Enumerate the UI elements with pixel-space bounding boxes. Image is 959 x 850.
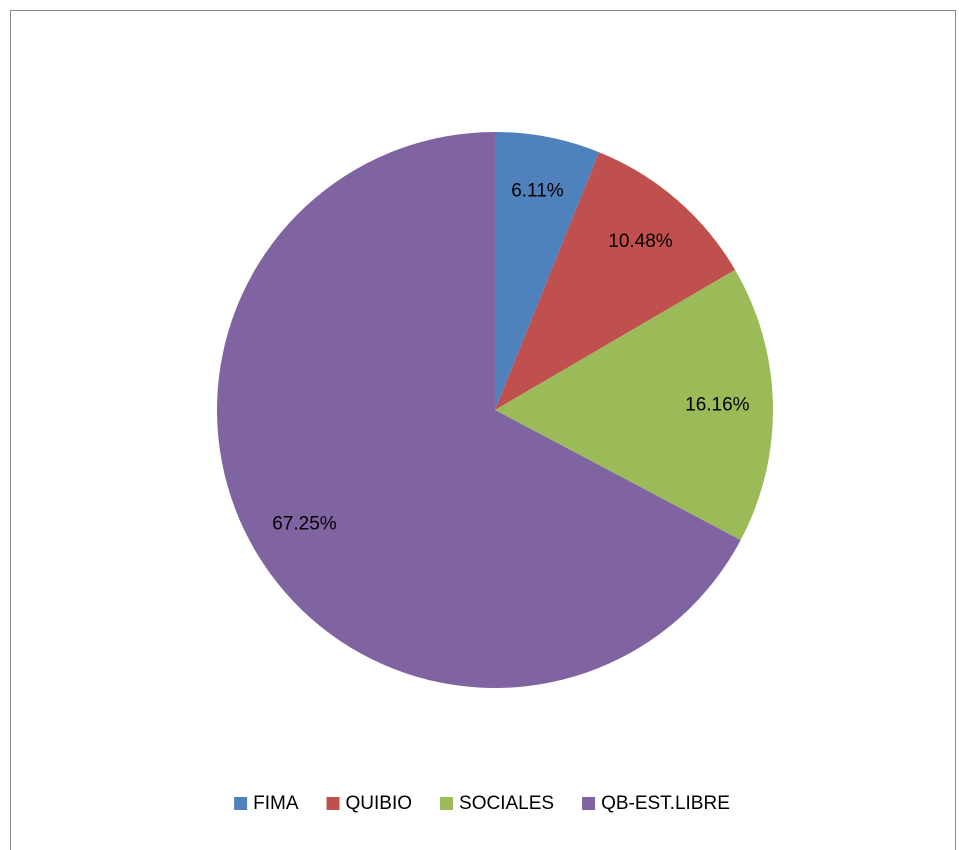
legend-label: QB-EST.LIBRE	[601, 793, 730, 814]
data-label: 10.48%	[608, 231, 673, 252]
legend-swatch	[582, 797, 596, 810]
legend-label: QUIBIO	[346, 793, 413, 814]
data-label: 67.25%	[272, 514, 337, 535]
legend-swatch	[440, 797, 454, 810]
legend-label: FIMA	[253, 793, 299, 814]
pie-slice	[495, 152, 736, 410]
legend-label: SOCIALES	[459, 793, 554, 814]
data-label: 16.16%	[685, 394, 750, 415]
legend-swatch	[234, 797, 248, 810]
pie-slice	[216, 132, 741, 688]
data-label: 6.11%	[511, 181, 564, 202]
legend-swatch	[326, 797, 340, 810]
pie-slice	[495, 132, 600, 410]
pie-slice	[495, 269, 773, 541]
